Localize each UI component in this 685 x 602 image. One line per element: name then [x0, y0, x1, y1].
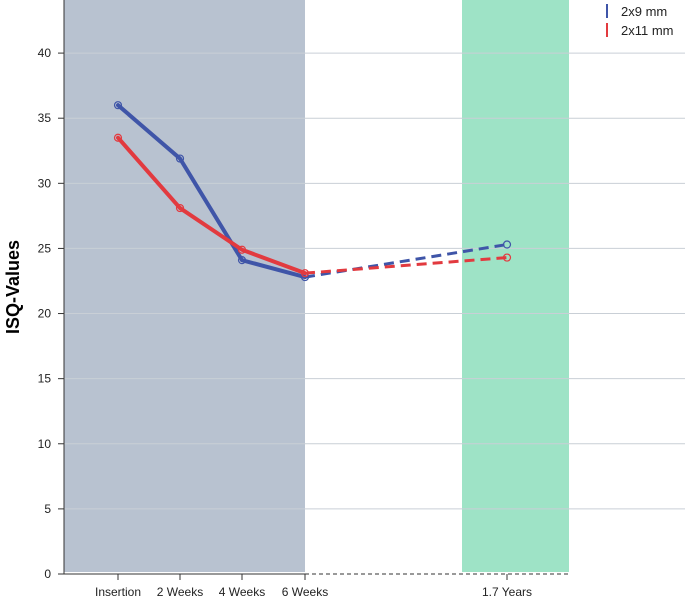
data-point-1-3: [300, 269, 310, 278]
series-lines: [113, 101, 512, 282]
series-line-0-solid: [116, 103, 307, 280]
axes: [63, 0, 569, 575]
tick-labels: 0 5 10 15 20 25 30 35 40 Insertion 2 Weeks 4 Weeks 6…: [38, 46, 532, 599]
series-line-1-solid: [116, 135, 307, 276]
x-tick-label-4: 1.7 Years: [482, 585, 532, 599]
data-point-0-2: [237, 256, 247, 265]
y-tick-label-15: 15: [38, 372, 52, 386]
y-tick-label-35: 35: [38, 111, 52, 125]
x-tick-label-2: 4 Weeks: [219, 585, 265, 599]
y-tick-label-20: 20: [38, 307, 52, 321]
shaded-region-long-term: [462, 0, 569, 572]
y-tick-label-10: 10: [38, 437, 52, 451]
y-tick-label-0: 0: [44, 567, 51, 581]
y-tick-label-40: 40: [38, 46, 52, 60]
legend: 2x9 mm 2x11 mm: [606, 4, 674, 38]
legend-label-1: 2x11 mm: [621, 23, 674, 38]
y-tick-label-30: 30: [38, 176, 52, 190]
data-point-1-0: [113, 133, 123, 142]
data-point-0-0: [113, 101, 123, 110]
y-axis-label: ISQ-Values: [3, 240, 23, 334]
x-tick-label-3: 6 Weeks: [282, 585, 328, 599]
data-point-1-4: [502, 253, 512, 262]
legend-label-0: 2x9 mm: [621, 4, 667, 19]
data-point-0-1: [175, 154, 185, 163]
data-point-1-1: [175, 203, 185, 213]
x-tick-label-1: 2 Weeks: [157, 585, 203, 599]
gridlines: [64, 52, 685, 510]
x-tick-label-0: Insertion: [95, 585, 141, 599]
data-point-1-2: [237, 245, 247, 254]
y-tick-label-25: 25: [38, 241, 52, 255]
shaded-regions: [64, 0, 569, 572]
series-line-1-dashed: [304, 256, 508, 275]
y-tick-label-5: 5: [44, 502, 51, 516]
data-point-0-4: [502, 240, 512, 249]
shaded-region-early-healing: [64, 0, 305, 572]
